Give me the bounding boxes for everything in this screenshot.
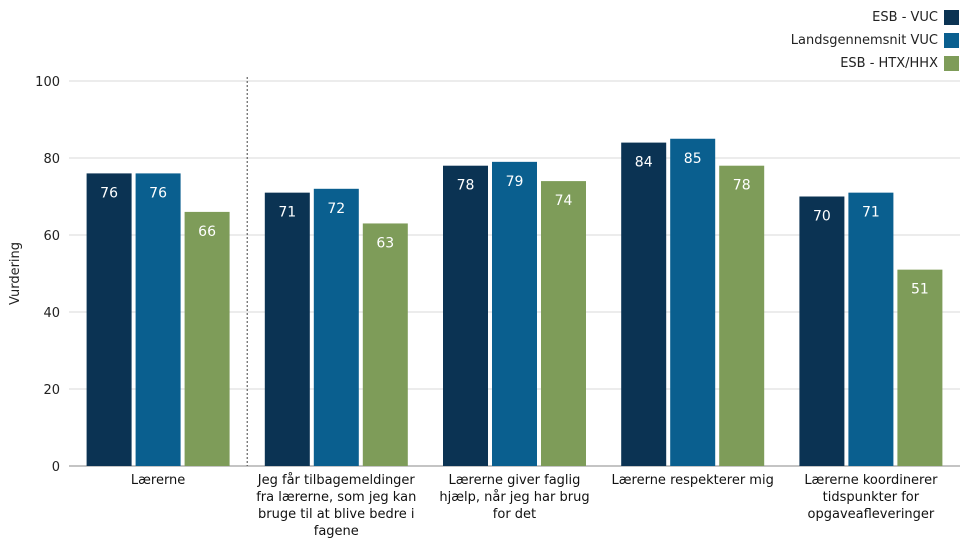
legend-label-esb-vuc: ESB - VUC xyxy=(872,10,938,25)
bar xyxy=(897,269,943,466)
data-label: 71 xyxy=(278,205,296,221)
x-category-label: Jeg får tilbagemeldinger fra lærerne, som… xyxy=(256,473,417,539)
bar xyxy=(264,192,310,466)
legend-swatch-esb-htx-hhx xyxy=(944,56,959,71)
legend-swatch-esb-vuc xyxy=(944,10,959,25)
y-axis-label: Vurdering xyxy=(8,242,23,305)
data-label: 84 xyxy=(635,155,653,171)
y-tick-label: 20 xyxy=(43,383,60,398)
data-label: 72 xyxy=(327,201,345,217)
data-label: 76 xyxy=(100,185,118,201)
data-label: 85 xyxy=(684,151,702,167)
data-label: 78 xyxy=(457,178,475,194)
bar xyxy=(621,142,667,466)
data-label: 70 xyxy=(813,209,831,225)
bar xyxy=(670,138,716,466)
y-tick-label: 0 xyxy=(52,460,60,475)
x-category-label: Lærerne giver faglig hjælp, når jeg har b… xyxy=(439,473,590,522)
data-label: 51 xyxy=(911,282,929,298)
y-tick-label: 80 xyxy=(43,152,60,167)
bar xyxy=(313,188,359,467)
y-tick-label: 60 xyxy=(43,229,60,244)
bar xyxy=(184,211,230,466)
bar xyxy=(86,173,132,466)
bar xyxy=(799,196,845,466)
legend-item-esb-vuc: ESB - VUC xyxy=(791,6,959,29)
x-category-label: Lærerne koordinerer tidspunkter for opgave… xyxy=(804,473,938,522)
bar xyxy=(362,223,408,466)
legend-swatch-landsgennemsnit-vuc xyxy=(944,33,959,48)
bar xyxy=(719,165,765,466)
legend-label-landsgennemsnit-vuc: Landsgennemsnit VUC xyxy=(790,33,938,48)
y-tick-label: 100 xyxy=(35,75,60,90)
data-label: 76 xyxy=(149,185,167,201)
bar xyxy=(541,181,586,466)
y-tick-label: 40 xyxy=(43,306,60,321)
legend-label-esb-htx-hhx: ESB - HTX/HHX xyxy=(840,56,938,71)
data-label: 78 xyxy=(733,178,751,194)
data-label: 74 xyxy=(555,193,573,209)
data-label: 63 xyxy=(376,235,394,251)
data-label: 71 xyxy=(862,205,880,221)
bar xyxy=(443,165,488,466)
legend: ESB - VUC Landsgennemsnit VUC ESB - HTX/… xyxy=(791,6,959,75)
bar xyxy=(135,173,181,466)
x-category-label: Lærerne xyxy=(130,473,186,488)
legend-item-landsgennemsnit-vuc: Landsgennemsnit VUC xyxy=(791,29,959,52)
bar xyxy=(848,192,894,466)
bar xyxy=(492,161,537,466)
data-label: 66 xyxy=(198,224,216,240)
legend-item-esb-htx-hhx: ESB - HTX/HHX xyxy=(791,52,959,75)
data-label: 79 xyxy=(506,174,524,190)
x-category-label: Lærerne respekterer mig xyxy=(611,473,774,488)
